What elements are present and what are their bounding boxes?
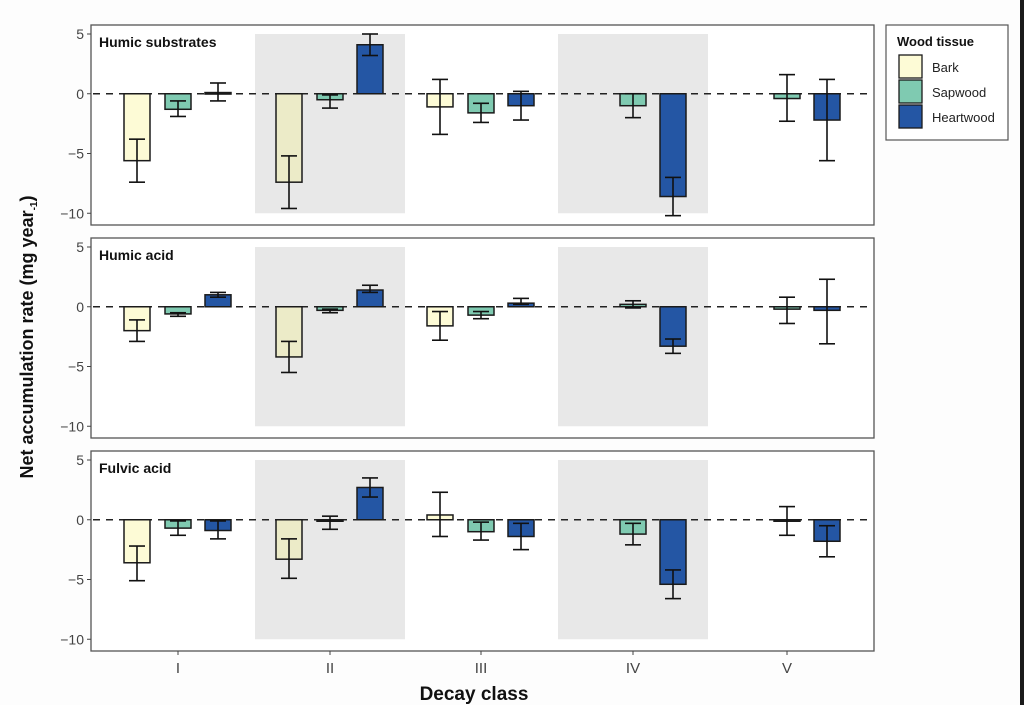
y-tick-label: −10: [60, 631, 84, 647]
error-bar-sapwood-II: [322, 308, 338, 314]
error-bar-sapwood-II: [322, 94, 338, 109]
error-bar-bark-II: [281, 538, 297, 580]
error-bar-heartwood-III: [513, 297, 529, 306]
y-tick-label: 0: [76, 86, 84, 102]
x-axis-label: Decay class: [420, 684, 529, 705]
error-bar-heartwood-V: [819, 524, 835, 558]
panel-background: [91, 451, 874, 651]
panels: Humic substrates 5 0 −5 −10 Humic acid 5 0 −5 −10…: [60, 24, 875, 652]
error-bar-bark-III: [432, 491, 448, 538]
y-axis-label-close: ): [17, 196, 37, 202]
error-bar-sapwood-I: [170, 520, 186, 537]
error-bar-heartwood-II: [362, 284, 378, 294]
error-bar-sapwood-V: [779, 296, 795, 325]
y-tick-label: −5: [68, 146, 84, 162]
x-tick-label-I: I: [176, 660, 180, 677]
panel-title: Humic substrates: [99, 34, 217, 50]
error-bar-sapwood-V: [779, 73, 795, 123]
x-tick-label-V: V: [782, 660, 792, 677]
y-tick-label: −5: [68, 359, 84, 375]
y-tick-label: 5: [76, 239, 84, 255]
error-bar-heartwood-IV: [665, 338, 681, 355]
legend-entry-sapwood: Sapwood: [898, 79, 986, 104]
panel-title: Fulvic acid: [99, 460, 171, 476]
window-edge: [1020, 0, 1024, 705]
legend-label: Heartwood: [932, 110, 995, 125]
legend-label: Sapwood: [932, 85, 986, 100]
error-bar-bark-I: [129, 138, 145, 183]
error-bar-heartwood-IV: [665, 569, 681, 600]
panel-background: [91, 25, 874, 225]
panel-border: [90, 237, 875, 439]
y-tick-label: 5: [76, 452, 84, 468]
y-axis-label: Net accumulation rate (mg year-1): [17, 196, 40, 479]
x-axis: I II III IV V: [176, 651, 792, 677]
error-bar-heartwood-II: [362, 33, 378, 57]
error-bar-bark-II: [281, 155, 297, 210]
error-bar-sapwood-I: [170, 100, 186, 118]
error-bar-heartwood-III: [513, 90, 529, 121]
error-bar-bark-III: [432, 78, 448, 136]
x-tick-label-II: II: [326, 660, 334, 677]
legend-entries: Bark Sapwood Heartwood: [898, 54, 995, 129]
error-bar-heartwood-I: [210, 291, 226, 298]
error-bar-sapwood-III: [473, 102, 489, 124]
panel-border: [90, 450, 875, 652]
error-bar-bark-I: [129, 545, 145, 582]
legend-title: Wood tissue: [897, 34, 974, 49]
error-bar-heartwood-V: [819, 78, 835, 162]
legend-label: Bark: [932, 60, 959, 75]
error-bar-sapwood-II: [322, 515, 338, 531]
legend-entry-heartwood: Heartwood: [898, 104, 995, 129]
y-tick-label: 0: [76, 512, 84, 528]
y-tick-label: −10: [60, 205, 84, 221]
error-bar-sapwood-III: [473, 310, 489, 320]
panel-background: [91, 238, 874, 438]
bar-heartwood-II: [356, 486, 384, 521]
legend: Wood tissue Bark Sapwood Heartwood: [885, 24, 1009, 141]
error-bar-sapwood-IV: [625, 92, 641, 119]
y-axis-label-main: Net accumulation rate (mg year: [17, 210, 37, 478]
legend-swatch: [898, 104, 923, 129]
y-tick-label: 5: [76, 26, 84, 42]
panel-title: Humic acid: [99, 247, 174, 263]
panel-humic-acid: Humic acid 5 0 −5 −10: [60, 237, 875, 439]
error-bar-heartwood-I: [210, 520, 226, 540]
legend-swatch: [898, 54, 923, 79]
x-tick-label-III: III: [475, 660, 488, 677]
y-tick-label: 0: [76, 299, 84, 315]
error-bar-sapwood-IV: [625, 522, 641, 546]
y-axis-label-exponent: -1: [29, 201, 40, 210]
legend-entry-bark: Bark: [898, 54, 959, 79]
error-bar-heartwood-III: [513, 522, 529, 551]
panel-border: [90, 24, 875, 226]
error-bar-heartwood-V: [819, 278, 835, 345]
error-bar-sapwood-IV: [625, 299, 641, 309]
error-bar-bark-II: [281, 340, 297, 374]
error-bar-sapwood-I: [170, 311, 186, 318]
error-bar-heartwood-IV: [665, 176, 681, 217]
error-bar-bark-I: [129, 319, 145, 343]
y-tick-label: −5: [68, 572, 84, 588]
error-bar-sapwood-V: [779, 505, 795, 537]
legend-swatch: [898, 79, 923, 104]
x-tick-label-IV: IV: [626, 660, 640, 677]
error-bar-bark-III: [432, 310, 448, 342]
y-tick-label: −10: [60, 418, 84, 434]
panel-fulvic-acid: Fulvic acid 5 0 −5 −10: [60, 450, 875, 652]
panel-humic-substrates: Humic substrates 5 0 −5 −10: [60, 24, 875, 226]
error-bar-heartwood-I: [210, 82, 226, 102]
error-bar-sapwood-III: [473, 521, 489, 541]
error-bar-heartwood-II: [362, 477, 378, 498]
